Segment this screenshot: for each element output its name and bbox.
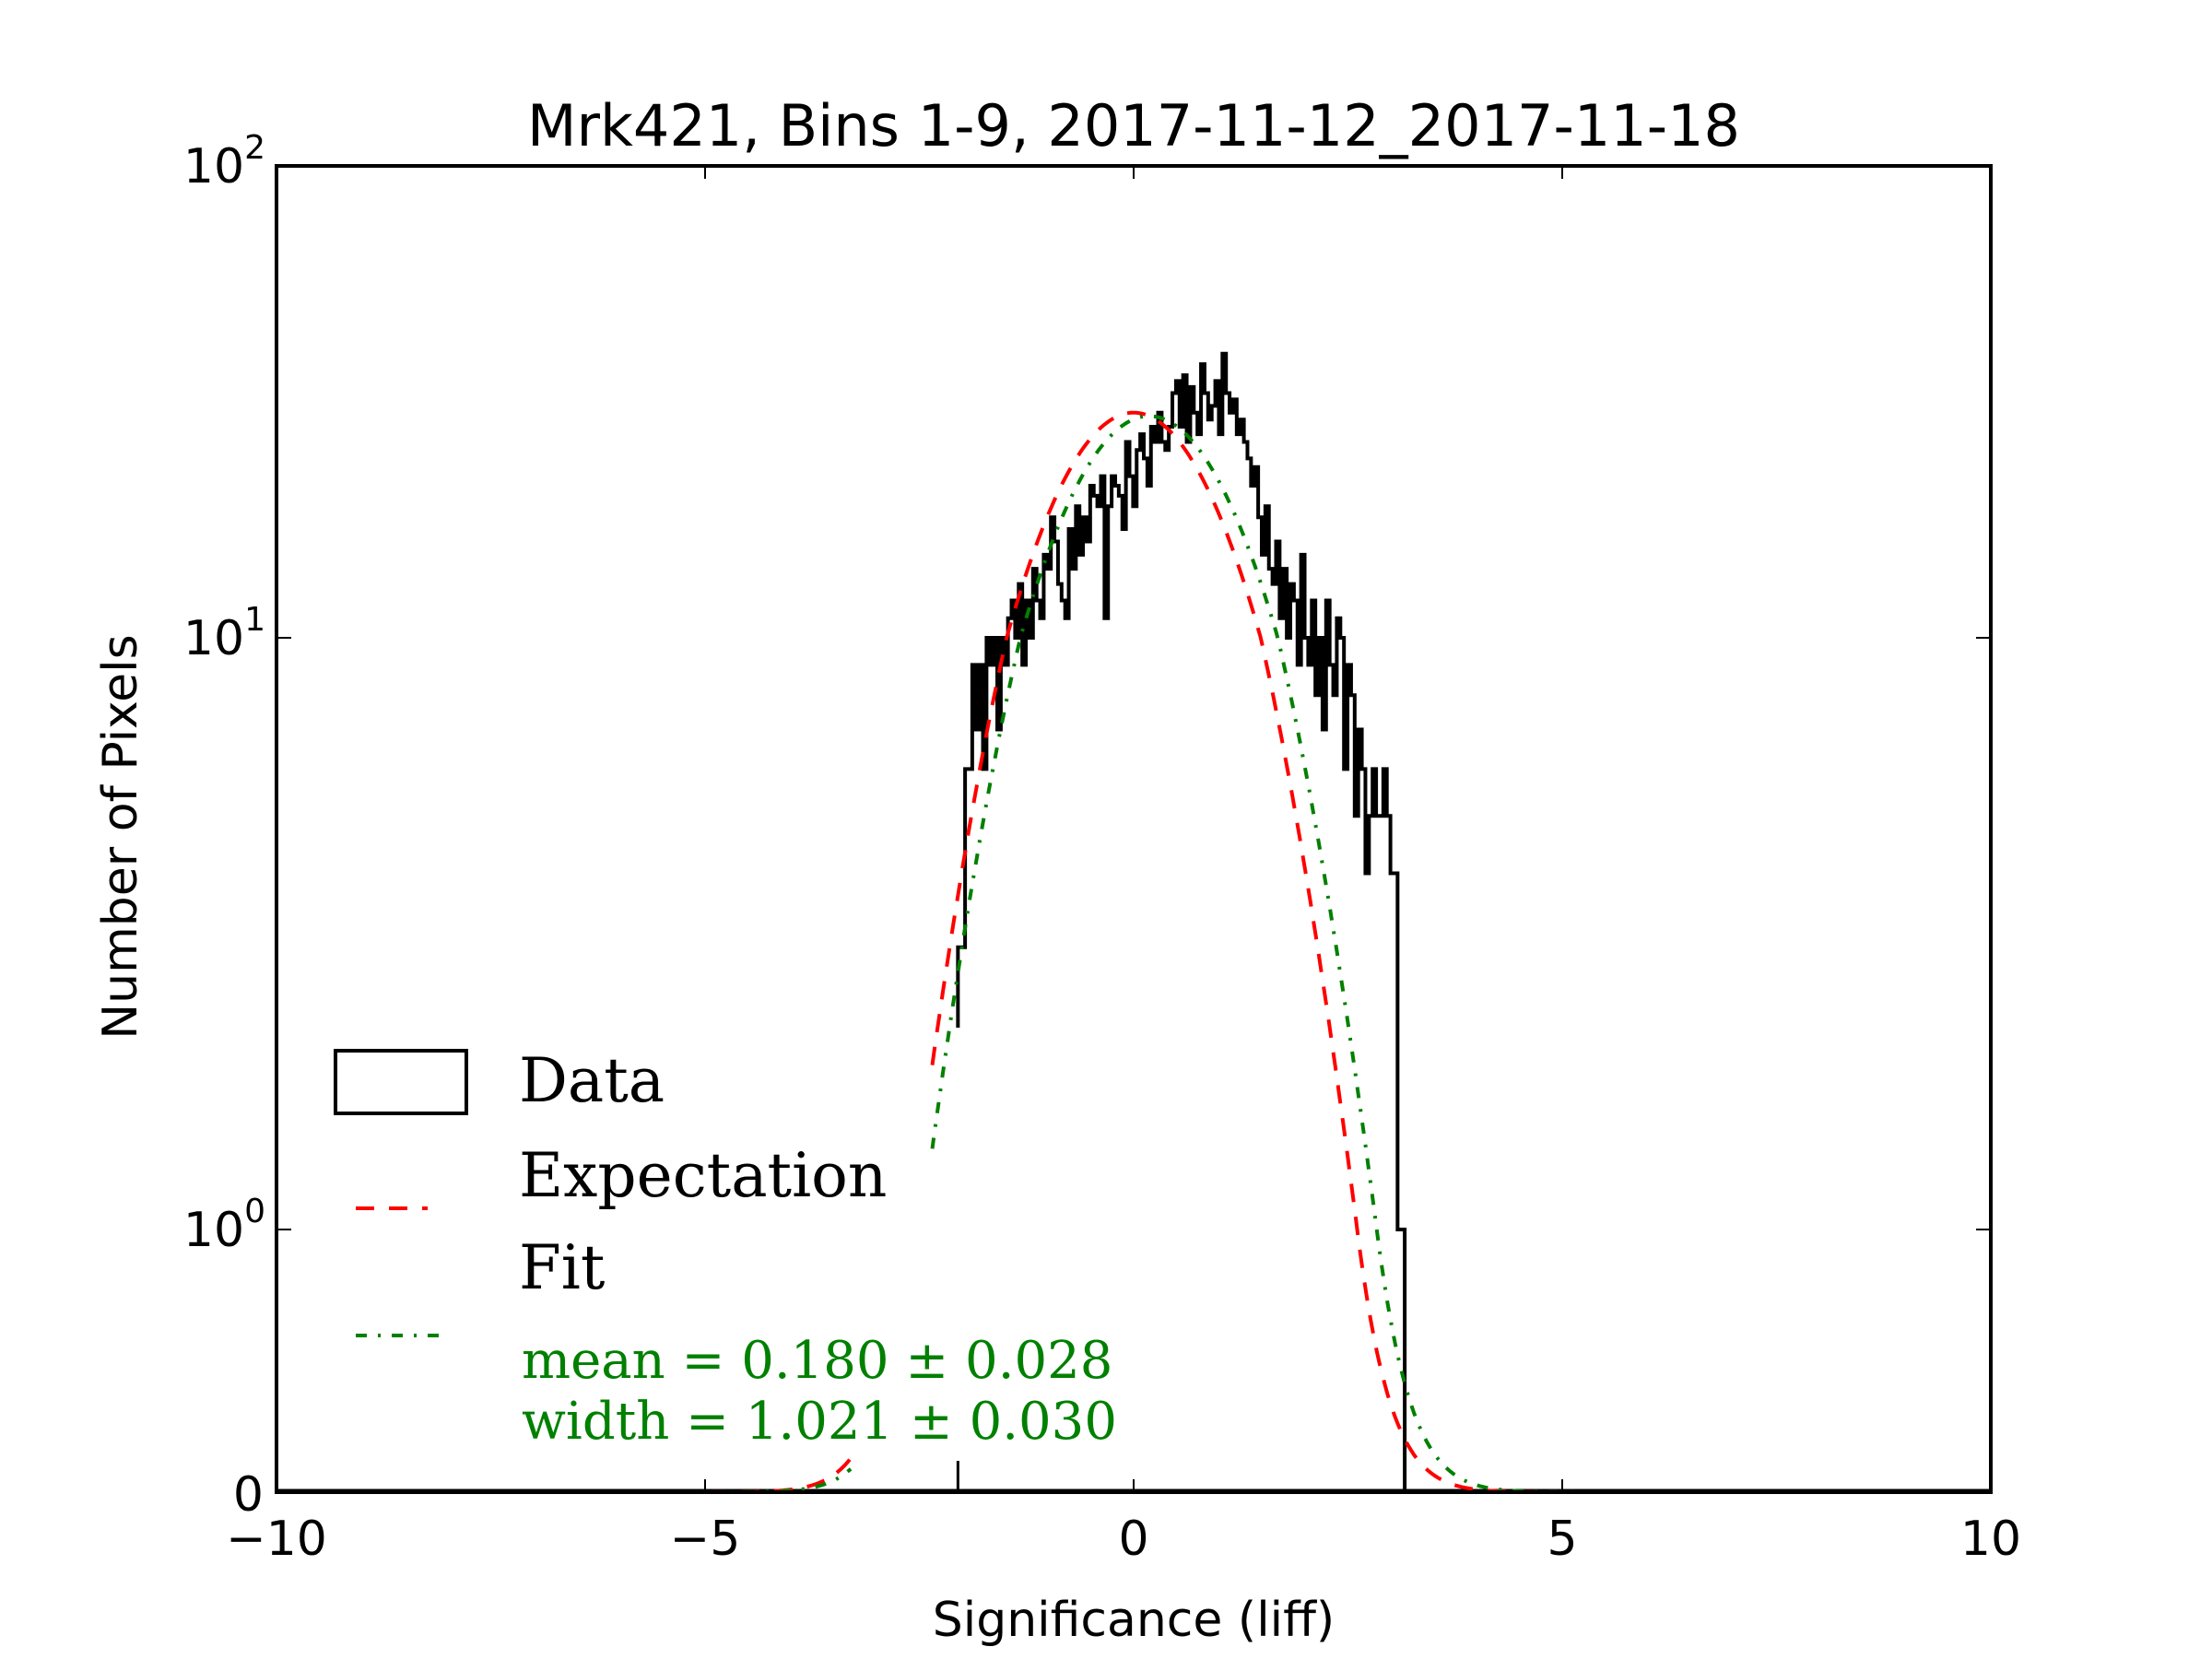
legend: Data Expectation Fit xyxy=(334,1045,887,1337)
y-tick-label: 102 xyxy=(183,129,265,194)
legend-label-data: Data xyxy=(519,1045,665,1116)
x-tick-label: 0 xyxy=(1118,1512,1148,1567)
expectation-curve xyxy=(930,410,1991,1492)
fit-mean-annotation: mean = 0.180 ± 0.028 xyxy=(522,1331,1112,1391)
legend-label-expectation: Expectation xyxy=(519,1140,887,1211)
x-axis-label: Significance (liff) xyxy=(933,1593,1335,1648)
y-tick-label: 0 xyxy=(233,1467,264,1523)
y-tick-label: 101 xyxy=(183,601,265,666)
x-axis-ticks: −10 −5 0 5 10 xyxy=(226,166,2021,1567)
y-axis-ticks: 0 100 101 102 xyxy=(183,129,1991,1523)
x-tick-label: 10 xyxy=(1960,1512,2021,1567)
legend-label-fit: Fit xyxy=(519,1232,605,1303)
fit-width-annotation: width = 1.021 ± 0.030 xyxy=(522,1392,1117,1452)
legend-data-swatch xyxy=(334,1049,468,1115)
histogram-step-line xyxy=(956,351,1407,1492)
x-tick-label: −10 xyxy=(226,1512,327,1567)
chart-title: Mrk421, Bins 1-9, 2017-11-12_2017-11-18 xyxy=(527,92,1740,159)
y-tick-label: 100 xyxy=(183,1193,265,1258)
y-axis-label: Number of Pixels xyxy=(93,634,148,1039)
x-tick-label: 5 xyxy=(1547,1512,1577,1567)
x-tick-label: −5 xyxy=(670,1512,741,1567)
